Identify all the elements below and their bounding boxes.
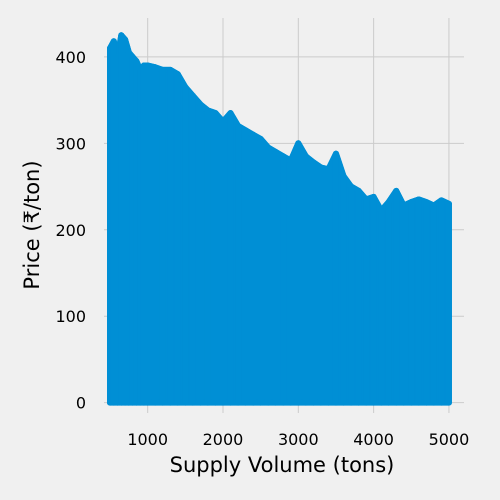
- y-tick-label: 100: [55, 307, 86, 326]
- y-tick-label: 400: [55, 48, 86, 67]
- data-area: [107, 32, 452, 406]
- x-tick-label: 5000: [429, 430, 470, 449]
- x-tick-label: 2000: [203, 430, 244, 449]
- y-tick-label: 0: [76, 394, 86, 413]
- y-tick-label: 200: [55, 221, 86, 240]
- tick-labels: 1000 2000 3000 4000 5000 0 100 200 300 400: [55, 48, 469, 449]
- x-tick-label: 4000: [353, 430, 394, 449]
- x-tick-label: 3000: [278, 430, 319, 449]
- x-tick-label: 1000: [127, 430, 168, 449]
- y-axis-title: Price (₹/ton): [20, 160, 44, 289]
- y-tick-label: 300: [55, 134, 86, 153]
- x-axis-title: Supply Volume (tons): [170, 453, 395, 477]
